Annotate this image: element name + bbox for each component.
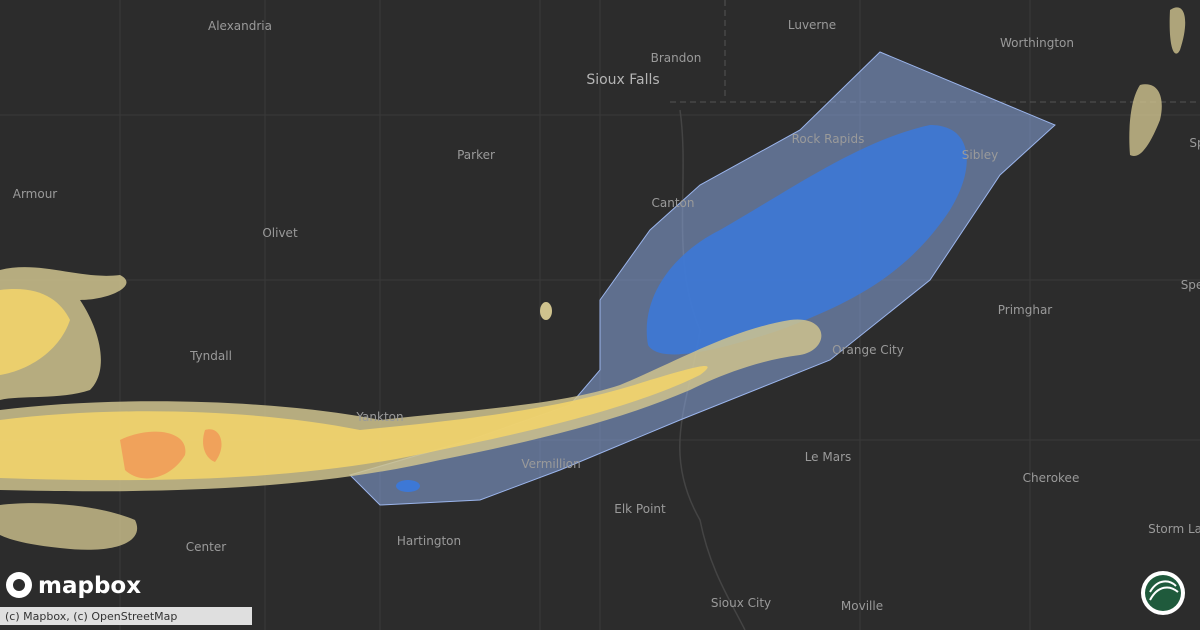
place-label: Cherokee <box>1023 471 1080 485</box>
place-label: Mitchell <box>127 0 174 3</box>
place-label: Parker <box>457 148 495 162</box>
logo: mapbox <box>6 572 141 599</box>
hail-band <box>0 7 1186 550</box>
inner-swath <box>396 125 967 492</box>
place-label: Le Mars <box>805 450 852 464</box>
place-label: Yankton <box>355 410 403 424</box>
place-label: Worthington <box>1000 36 1074 50</box>
place-label: Sioux City <box>711 596 771 610</box>
attribution: (c) Mapbox, (c) OpenStreetMap <box>5 610 177 623</box>
place-label: Elk Point <box>614 502 666 516</box>
place-label: Tyndall <box>189 349 232 363</box>
corner-badge <box>1141 571 1185 615</box>
place-label: Canton <box>652 196 695 210</box>
place-label: Vermillion <box>521 457 580 471</box>
place-labels: Mitchell Alexandria Luverne Brandon Sioux Fa… <box>13 0 1200 613</box>
place-label: Olivet <box>262 226 298 240</box>
place-label: Primghar <box>998 303 1053 317</box>
place-label: Center <box>186 540 226 554</box>
logo-text: mapbox <box>38 573 141 599</box>
place-label: Alexandria <box>208 19 272 33</box>
place-label: Luverne <box>788 18 836 32</box>
place-label: Spe <box>1181 278 1200 292</box>
place-label: Brandon <box>651 51 702 65</box>
place-label: Storm Lake <box>1148 522 1200 536</box>
attribution-box <box>0 607 252 625</box>
place-label: Armour <box>13 187 58 201</box>
place-label: Rock Rapids <box>792 132 865 146</box>
place-label: Sibley <box>962 148 998 162</box>
place-label: Hartington <box>397 534 461 548</box>
place-label: Moville <box>841 599 883 613</box>
place-label: Orange City <box>832 343 904 357</box>
place-label: Sp <box>1189 136 1200 150</box>
place-label: Sioux Falls <box>586 72 659 88</box>
